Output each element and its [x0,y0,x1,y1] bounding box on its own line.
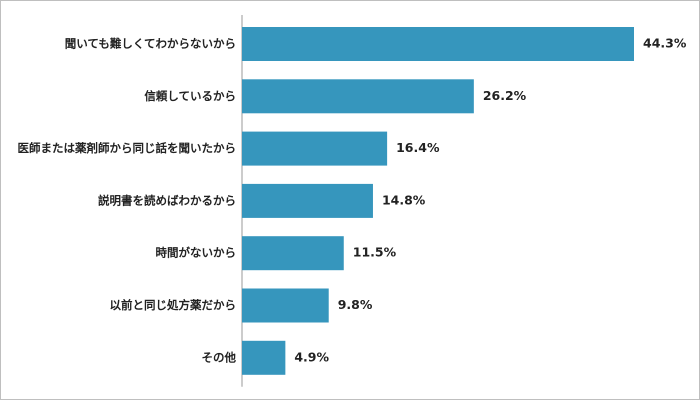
bars-group [242,27,634,375]
category-labels-group: 聞いても難しくてわからないから信頼しているから医師または薬剤師から同じ話を聞いた… [18,37,237,365]
bar-0 [242,27,634,61]
category-label-2: 医師または薬剤師から同じ話を聞いたから [18,141,237,155]
category-label-1: 信頼しているから [144,89,236,103]
category-label-3: 説明書を読めばわかるから [98,193,236,207]
value-label-1: 26.2% [483,88,527,103]
value-labels-group: 44.3% 26.2% 16.4% 14.8% 11.5% 9.8% 4.9% [294,36,686,365]
bar-2 [242,131,388,166]
value-label-6: 4.9% [294,349,329,364]
value-label-3: 14.8% [382,192,426,207]
bar-3 [242,183,373,218]
value-label-0: 44.3% [643,36,687,51]
bar-1 [242,79,474,114]
category-label-0: 聞いても難しくてわからないから [65,37,236,51]
bar-6 [242,340,286,375]
category-label-6: その他 [202,350,237,364]
value-label-4: 11.5% [353,245,397,260]
bar-5 [242,288,329,323]
category-label-5: 以前と同じ処方薬だから [110,298,237,312]
bar-4 [242,236,344,271]
value-label-5: 9.8% [338,297,373,312]
value-label-2: 16.4% [396,140,440,155]
category-label-4: 時間がないから [156,246,237,260]
